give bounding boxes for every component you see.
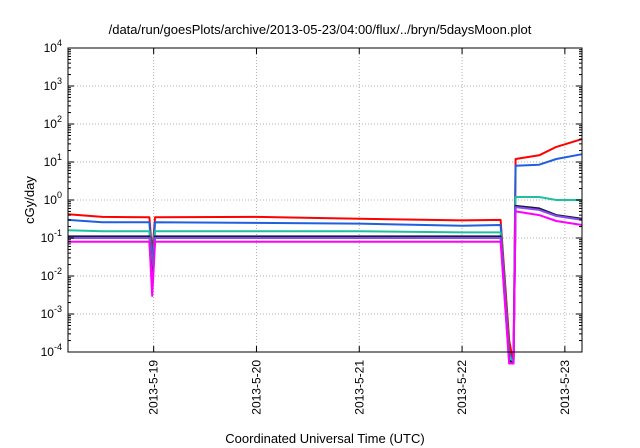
plot-area <box>67 138 583 365</box>
x-axis: 2013-5-19 2013-5-20 2013-5-21 2013-5-22 2013… <box>147 48 572 415</box>
x-tick-label: 2013-5-20 <box>249 360 263 415</box>
chart-title: /data/run/goesPlots/archive/2013-05-23/0… <box>109 22 532 37</box>
y-tick-label: 104 <box>44 38 62 55</box>
x-axis-label: Coordinated Universal Time (UTC) <box>225 431 424 446</box>
y-tick-label: 10-3 <box>41 304 62 321</box>
series-line-6 <box>68 210 583 365</box>
series-line-2 <box>67 153 583 365</box>
series-line-1 <box>67 138 583 365</box>
y-tick-label: 10-4 <box>41 342 62 359</box>
x-tick-label: 2013-5-23 <box>558 360 572 415</box>
y-axis: 10-4 10-3 10-2 10-1 100 101 102 103 104 <box>41 38 582 359</box>
x-tick-label: 2013-5-22 <box>455 360 469 415</box>
y-tick-label: 10-2 <box>41 266 62 283</box>
y-tick-label: 103 <box>44 76 62 93</box>
x-tick-label: 2013-5-21 <box>352 360 366 415</box>
y-axis-label: cGy/day <box>22 176 37 224</box>
y-tick-label: 100 <box>44 190 62 207</box>
x-tick-label: 2013-5-19 <box>147 360 161 415</box>
y-tick-label: 10-1 <box>41 228 62 245</box>
y-tick-label: 101 <box>44 152 62 169</box>
y-tick-label: 102 <box>44 114 62 131</box>
series-line-4 <box>68 204 583 365</box>
